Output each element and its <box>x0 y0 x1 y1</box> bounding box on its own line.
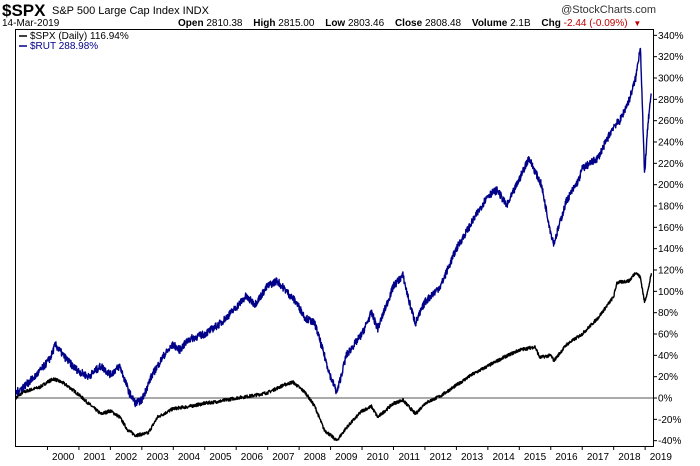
x-tick-label: 2000 <box>52 452 75 463</box>
series-line-rut <box>15 47 652 408</box>
x-tick-label: 2009 <box>335 452 358 463</box>
y-tick-label: -40% <box>658 436 681 447</box>
chg-label: Chg <box>541 18 561 29</box>
y-tick-label: 220% <box>658 159 684 170</box>
y-axis: 340% 320% 300% 280% 260% 240% 220% 200% 180% 160%… <box>653 31 684 447</box>
down-triangle-icon: ▼ <box>633 19 642 28</box>
y-tick-label: 100% <box>658 287 684 298</box>
legend-entry: $SPX (Daily) 116.94% <box>30 31 129 42</box>
y-tick-label: 320% <box>658 52 684 63</box>
x-tick-label: 2019 <box>650 452 673 463</box>
x-tick-label: 2003 <box>146 452 169 463</box>
y-tick-label: 120% <box>658 266 684 277</box>
index-name: S&P 500 Large Cap Index INDX <box>52 5 209 17</box>
y-tick-label: 300% <box>658 74 684 85</box>
high-value: 2815.00 <box>278 18 315 29</box>
quote-bar: Open 2810.38 High 2815.00 Low 2803.46 Cl… <box>178 18 641 29</box>
symbol-label: $SPX <box>2 1 46 20</box>
x-tick-label: 2015 <box>524 452 547 463</box>
x-tick-label: 2007 <box>272 452 295 463</box>
chart-header: $SPX S&P 500 Large Cap Index INDX @Stock… <box>0 0 700 34</box>
legend-entry: $RUT 288.98% <box>30 41 98 52</box>
y-tick-label: 60% <box>658 330 678 341</box>
open-label: Open <box>178 18 204 29</box>
y-tick-label: 80% <box>658 308 678 319</box>
x-tick-label: 2008 <box>304 452 327 463</box>
x-tick-label: 2012 <box>430 452 453 463</box>
low-value: 2803.46 <box>348 18 385 29</box>
y-tick-label: 0% <box>658 394 673 405</box>
x-tick-label: 2013 <box>461 452 484 463</box>
x-tick-label: 2006 <box>241 452 264 463</box>
legend: $SPX (Daily) 116.94%$RUT 288.98% <box>19 31 129 52</box>
x-tick-label: 2011 <box>398 452 420 463</box>
y-tick-label: 20% <box>658 372 678 383</box>
series-group <box>15 47 653 442</box>
high-label: High <box>253 18 276 29</box>
y-tick-label: -20% <box>658 415 681 426</box>
quote-date: 14-Mar-2019 <box>2 18 60 29</box>
y-tick-label: 40% <box>658 351 678 362</box>
stockcharts-logo: @StockCharts.com <box>561 4 656 16</box>
x-tick-label: 2002 <box>115 452 138 463</box>
y-tick-label: 260% <box>658 116 684 127</box>
x-axis: 2000 2001 2002 2003 2004 2005 2006 2007 2008 2009… <box>46 446 673 463</box>
y-tick-label: 240% <box>658 138 684 149</box>
x-tick-label: 2014 <box>492 452 515 463</box>
y-tick-label: 200% <box>658 180 684 191</box>
chg-value: -2.44 (-0.09%) <box>563 18 628 29</box>
x-tick-label: 2017 <box>587 452 610 463</box>
y-tick-label: 160% <box>658 223 684 234</box>
volume-value: 2.1B <box>510 18 531 29</box>
series-line-spx <box>15 272 653 442</box>
x-tick-label: 2005 <box>209 452 232 463</box>
open-value: 2810.38 <box>206 18 243 29</box>
x-tick-label: 2004 <box>178 452 201 463</box>
y-tick-label: 180% <box>658 202 684 213</box>
low-label: Low <box>325 18 346 29</box>
y-tick-label: 140% <box>658 244 684 255</box>
plot-frame <box>15 29 654 447</box>
x-tick-label: 2018 <box>618 452 641 463</box>
x-tick-label: 2016 <box>555 452 578 463</box>
y-tick-label: 340% <box>658 31 684 42</box>
close-label: Close <box>394 18 423 29</box>
close-value: 2808.48 <box>424 18 462 29</box>
volume-label: Volume <box>471 18 508 29</box>
y-tick-label: 280% <box>658 95 684 106</box>
x-tick-label: 2010 <box>367 452 390 463</box>
x-tick-label: 2001 <box>84 452 107 463</box>
